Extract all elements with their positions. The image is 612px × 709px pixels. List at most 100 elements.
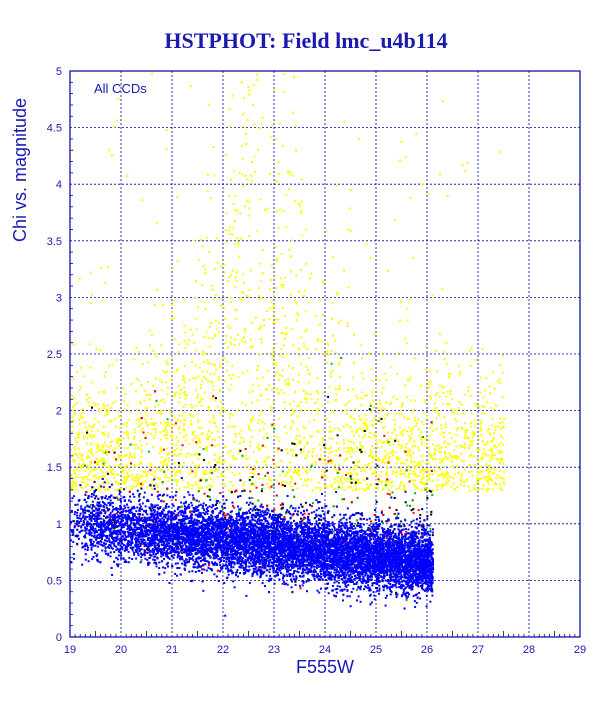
data-point: [109, 441, 112, 443]
data-point: [244, 454, 247, 457]
data-point: [428, 427, 431, 429]
data-point: [126, 475, 129, 478]
data-point: [387, 519, 390, 522]
data-point: [367, 462, 370, 465]
data-point: [216, 405, 219, 408]
data-point: [330, 371, 332, 374]
data-point: [262, 319, 265, 321]
data-point: [202, 458, 205, 461]
data-point: [428, 435, 431, 438]
data-point: [308, 357, 311, 359]
data-point: [368, 484, 371, 487]
data-point: [89, 366, 92, 369]
data-point: [213, 174, 216, 177]
data-point: [289, 171, 292, 174]
data-point: [179, 420, 182, 423]
data-point: [306, 348, 309, 350]
data-point: [151, 446, 154, 449]
data-point: [91, 468, 94, 471]
data-point: [138, 417, 141, 420]
data-point: [307, 393, 310, 396]
data-point: [70, 473, 73, 476]
data-point: [198, 480, 200, 483]
data-point: [378, 379, 381, 382]
data-point: [356, 448, 359, 451]
data-point: [195, 328, 198, 331]
data-point: [256, 230, 259, 233]
data-point: [102, 518, 104, 521]
data-point: [418, 434, 421, 437]
data-point: [349, 452, 352, 455]
data-point: [111, 449, 114, 452]
data-point: [128, 452, 131, 455]
data-point: [306, 454, 309, 457]
data-point: [297, 348, 300, 351]
data-point: [71, 420, 74, 422]
data-point: [409, 438, 412, 441]
data-point: [131, 455, 134, 458]
data-point: [408, 480, 411, 483]
data-point: [200, 487, 202, 490]
data-point: [300, 201, 303, 204]
data-point: [440, 427, 443, 430]
data-point: [227, 451, 230, 454]
data-point: [210, 469, 213, 472]
data-point: [111, 154, 114, 157]
data-point: [413, 416, 416, 419]
data-point: [190, 471, 193, 474]
data-point: [279, 208, 282, 211]
data-point: [97, 447, 100, 450]
data-point: [90, 430, 93, 432]
data-point: [263, 324, 266, 327]
data-point: [422, 482, 425, 485]
data-point: [458, 444, 461, 447]
data-point: [154, 471, 157, 474]
data-point: [297, 441, 300, 444]
data-point: [131, 476, 134, 479]
data-point: [411, 445, 414, 448]
data-point: [166, 453, 169, 456]
data-point: [436, 370, 439, 373]
data-point: [412, 511, 415, 514]
data-point: [237, 334, 240, 336]
data-point: [338, 361, 341, 364]
data-point: [134, 480, 137, 482]
data-point: [244, 133, 247, 136]
data-point: [385, 537, 388, 540]
data-point: [345, 457, 348, 460]
data-point: [292, 343, 295, 346]
data-point: [353, 333, 355, 336]
data-point: [228, 229, 230, 232]
data-point: [246, 200, 249, 203]
data-point: [98, 408, 101, 410]
data-point: [420, 443, 423, 446]
data-point: [499, 450, 502, 453]
data-point: [232, 454, 234, 457]
data-point: [80, 457, 83, 460]
data-point: [310, 478, 313, 481]
data-point: [251, 401, 254, 404]
data-point: [246, 178, 249, 181]
data-point: [196, 452, 199, 455]
data-point: [476, 470, 479, 473]
data-point: [253, 155, 256, 158]
data-point: [273, 434, 276, 437]
data-point: [301, 451, 304, 454]
data-point: [347, 229, 350, 231]
data-point: [384, 484, 387, 487]
data-point: [364, 464, 367, 467]
data-point: [242, 336, 245, 339]
data-point: [243, 489, 246, 492]
data-point: [281, 480, 284, 483]
data-point: [421, 460, 424, 463]
data-point: [100, 457, 103, 460]
data-point: [435, 394, 437, 397]
data-point: [270, 408, 273, 411]
data-point: [122, 469, 125, 472]
data-point: [204, 272, 207, 275]
data-point: [273, 428, 276, 430]
data-point: [352, 376, 355, 379]
data-point: [238, 448, 241, 451]
data-point: [97, 478, 100, 480]
data-point: [174, 498, 177, 501]
